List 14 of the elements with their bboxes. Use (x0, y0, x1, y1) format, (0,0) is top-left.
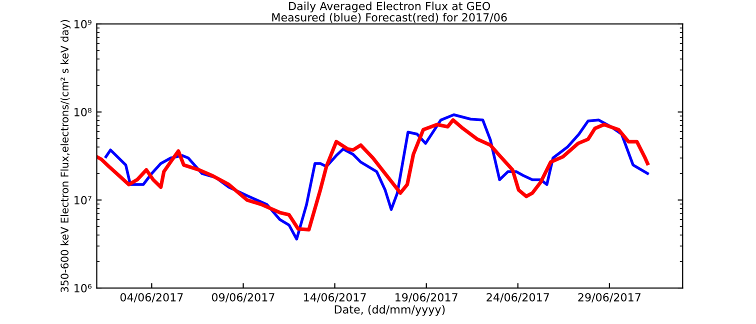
y-axis-title: 350-600 keV Electron Flux,electrons/(cm² s keV day) (60, 20, 71, 292)
x-tick-label: 04/06/2017 (120, 293, 183, 302)
x-tick-label: 14/06/2017 (304, 293, 366, 302)
chart-title: Daily Averaged Electron Flux at GEO (289, 2, 490, 12)
x-axis-title: Date, (dd/mm/yyyy) (334, 305, 445, 316)
y-tick-label: 10⁶ (74, 284, 92, 292)
y-tick-label: 10⁹ (74, 20, 92, 28)
x-tick-label: 19/06/2017 (396, 293, 458, 302)
chart-subtitle: Measured (blue) Forecast(red) for 2017/06 (272, 12, 507, 23)
y-tick-label: 10⁷ (74, 196, 92, 204)
y-tick-label: 10⁸ (74, 108, 92, 116)
x-tick-label: 09/06/2017 (212, 293, 274, 302)
x-tick-label: 24/06/2017 (486, 293, 549, 302)
x-tick-label: 29/06/2017 (578, 293, 640, 302)
